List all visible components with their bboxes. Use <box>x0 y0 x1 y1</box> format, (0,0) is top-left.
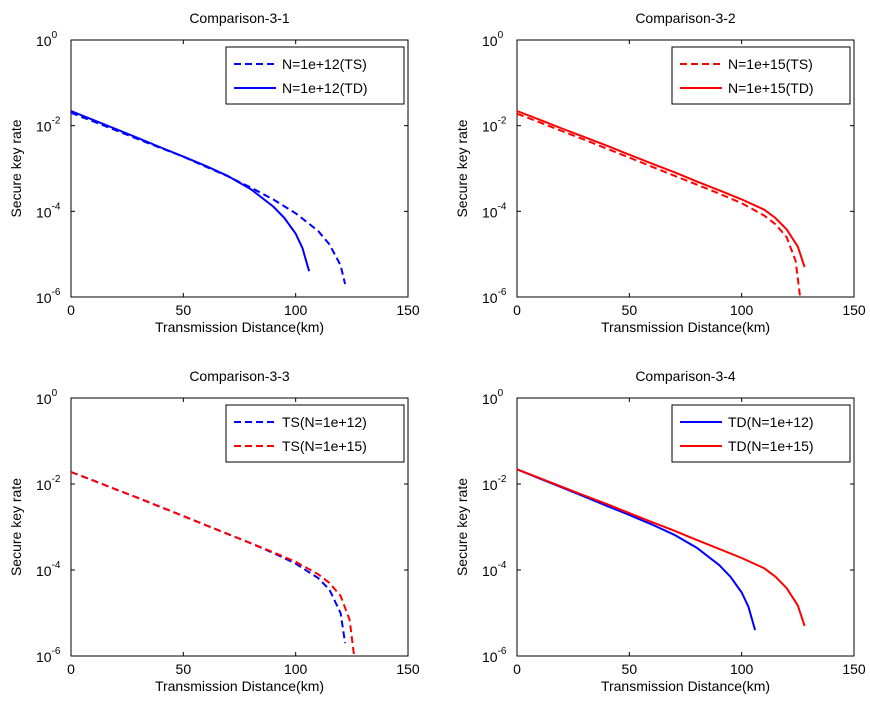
y-tick-label: 10-4 <box>482 560 507 579</box>
y-axis-title: Secure key rate <box>454 119 470 217</box>
y-tick-label: 10-4 <box>36 201 61 220</box>
chart-title: Comparison-3-2 <box>635 10 736 26</box>
legend-label-2: TD(N=1e+15) <box>728 438 814 454</box>
y-tick-label: 100 <box>482 388 504 407</box>
chart-panel-4: Comparison-3-4 0 50 100 150 100 10-2 10-4 10-6 Tr… <box>454 368 866 694</box>
y-axis-title: Secure key rate <box>8 119 24 217</box>
x-tick-label: 50 <box>176 302 192 318</box>
x-tick-label: 150 <box>396 302 420 318</box>
legend-box <box>671 404 851 463</box>
chart-title: Comparison-3-1 <box>189 10 290 26</box>
x-tick-label: 0 <box>513 302 521 318</box>
y-axis-title: Secure key rate <box>454 478 470 576</box>
x-tick-label: 50 <box>622 302 638 318</box>
legend-label-2: N=1e+12(TD) <box>282 80 368 96</box>
legend-box <box>671 46 851 105</box>
legend-label-1: TD(N=1e+12) <box>728 414 814 430</box>
x-axis-title: Transmission Distance(km) <box>155 678 324 694</box>
legend-label-1: TS(N=1e+12) <box>282 414 367 430</box>
series-line-1 <box>70 471 347 644</box>
x-tick-label: 100 <box>284 661 308 677</box>
axes-box <box>70 39 409 298</box>
y-tick-label: 100 <box>482 30 504 49</box>
y-tick-label: 10-2 <box>482 116 507 135</box>
y-tick-label: 10-2 <box>36 474 61 493</box>
x-tick-label: 150 <box>396 661 420 677</box>
legend-label-2: N=1e+15(TD) <box>728 80 814 96</box>
y-tick-label: 10-4 <box>482 201 507 220</box>
legend-label-1: N=1e+15(TS) <box>728 56 813 72</box>
axes-box <box>516 39 855 298</box>
x-tick-label: 100 <box>730 661 754 677</box>
chart-title: Comparison-3-4 <box>635 368 736 384</box>
x-tick-label: 50 <box>176 661 192 677</box>
series-line-2 <box>70 471 356 657</box>
x-tick-label: 0 <box>513 661 521 677</box>
x-tick-label: 150 <box>842 661 866 677</box>
y-tick-label: 10-6 <box>482 646 507 665</box>
axes-box <box>516 397 855 657</box>
x-tick-label: 0 <box>67 661 75 677</box>
x-axis-title: Transmission Distance(km) <box>601 319 770 335</box>
series-line-1 <box>70 111 347 285</box>
chart-panel-1: Comparison-3-1 0 50 100 150 100 10-2 10-4 10-6 Tr… <box>8 10 420 335</box>
legend-label-1: N=1e+12(TS) <box>282 56 367 72</box>
y-tick-label: 10-6 <box>36 646 61 665</box>
y-tick-label: 10-2 <box>482 474 507 493</box>
x-tick-label: 0 <box>67 302 75 318</box>
chart-panel-2: Comparison-3-2 0 50 100 150 100 10-2 10-4 10-6 Tr… <box>454 10 866 335</box>
series-line-2 <box>516 110 806 268</box>
x-tick-label: 100 <box>284 302 308 318</box>
y-tick-label: 10-6 <box>36 287 61 306</box>
chart-title: Comparison-3-3 <box>189 368 290 384</box>
series-line-2 <box>516 468 806 627</box>
y-tick-label: 10-2 <box>36 116 61 135</box>
legend-label-2: TS(N=1e+15) <box>282 438 367 454</box>
x-tick-label: 100 <box>730 302 754 318</box>
legend-box <box>225 46 405 105</box>
x-axis-title: Transmission Distance(km) <box>601 678 770 694</box>
y-tick-label: 10-4 <box>36 560 61 579</box>
axes-box <box>70 397 409 657</box>
series-line-1 <box>516 112 802 298</box>
x-tick-label: 50 <box>622 661 638 677</box>
y-tick-label: 100 <box>36 30 58 49</box>
y-tick-label: 100 <box>36 388 58 407</box>
y-tick-label: 10-6 <box>482 287 507 306</box>
x-tick-label: 150 <box>842 302 866 318</box>
y-axis-title: Secure key rate <box>8 478 24 576</box>
x-axis-title: Transmission Distance(km) <box>155 319 324 335</box>
chart-panel-3: Comparison-3-3 0 50 100 150 100 10-2 10-4 10-6 Tr… <box>8 368 420 694</box>
legend-box <box>225 404 405 463</box>
series-line-2 <box>70 110 311 272</box>
